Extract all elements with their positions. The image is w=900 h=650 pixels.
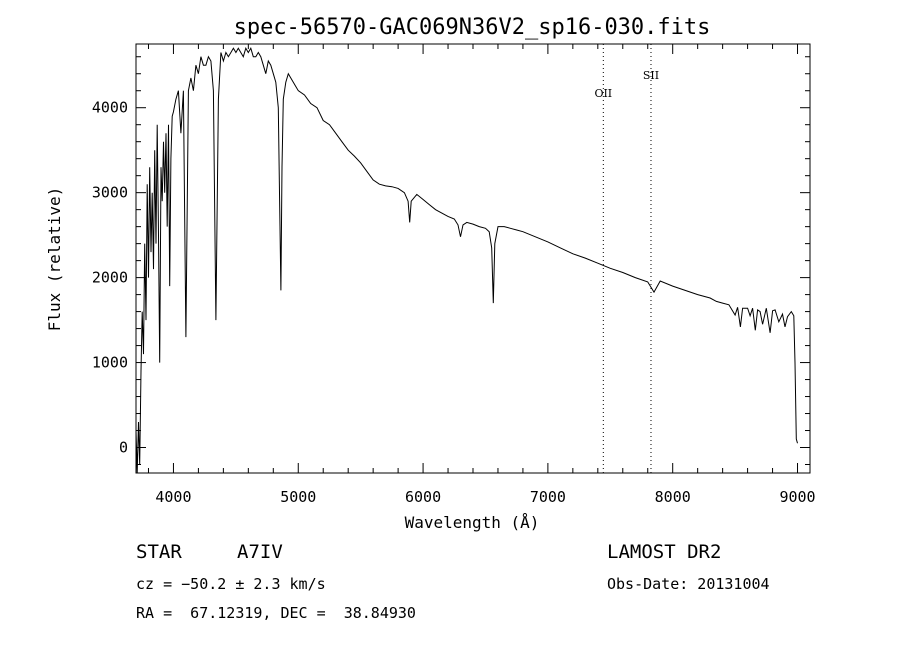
y-tick-label: 0	[119, 439, 128, 457]
spectral-class: A7IV	[237, 541, 283, 563]
observation-date: Obs-Date: 20131004	[607, 575, 770, 593]
y-tick-label: 1000	[92, 354, 128, 372]
plot-area: OII SII 4000 5000 6000 7000 8000 9000 0 1000 2000 3…	[92, 43, 816, 506]
y-tick-label: 4000	[92, 99, 128, 117]
reference-label-sii: SII	[643, 69, 659, 82]
spectrum-line	[135, 46, 798, 474]
x-tick-label: 7000	[530, 488, 566, 506]
coordinates: RA = 67.12319, DEC = 38.84930	[136, 604, 416, 622]
x-tick-label: 6000	[405, 488, 441, 506]
plot-frame	[135, 43, 811, 474]
y-tick-label: 2000	[92, 269, 128, 287]
y-axis-label: Flux (relative)	[45, 187, 64, 332]
reference-label-oii: OII	[594, 87, 612, 100]
survey-name: LAMOST DR2	[607, 541, 722, 563]
x-tick-label: 4000	[155, 488, 191, 506]
x-tick-label: 9000	[779, 488, 815, 506]
x-tick-label: 8000	[655, 488, 691, 506]
y-tick-label: 3000	[92, 184, 128, 202]
x-axis-label: Wavelength (Å)	[405, 513, 540, 532]
x-tick-label: 5000	[280, 488, 316, 506]
object-type: STAR	[136, 541, 182, 563]
chart-title: spec-56570-GAC069N36V2_sp16-030.fits	[234, 15, 711, 40]
radial-velocity: cz = −50.2 ± 2.3 km/s	[136, 575, 326, 593]
